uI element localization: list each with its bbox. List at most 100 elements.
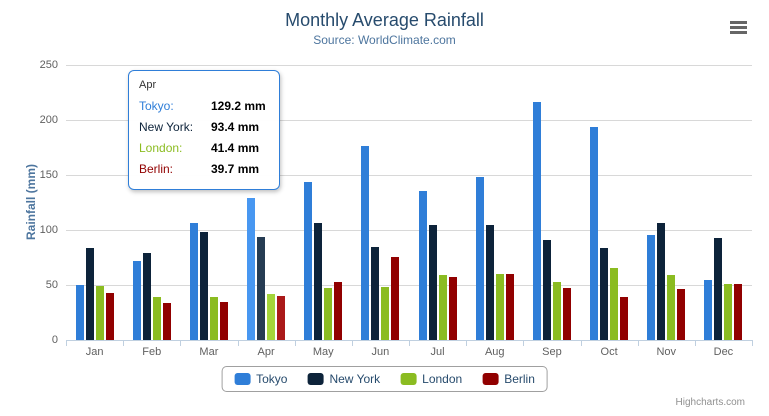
bar-london-jun[interactable]	[381, 286, 390, 340]
x-axis-label: Feb	[142, 346, 162, 358]
bar-london-mar[interactable]	[209, 296, 218, 340]
x-axis-label: Sep	[542, 346, 562, 358]
bar-london-nov[interactable]	[667, 274, 676, 340]
bar-berlin-sep[interactable]	[562, 287, 571, 340]
bar-tokyo-mar[interactable]	[189, 222, 198, 340]
bar-new-york-aug[interactable]	[485, 225, 494, 340]
tooltip-value: 129.2 mm	[211, 99, 266, 113]
bar-tokyo-oct[interactable]	[590, 126, 599, 340]
bar-new-york-may[interactable]	[314, 223, 323, 340]
bar-tokyo-may[interactable]	[304, 181, 313, 340]
bar-berlin-apr[interactable]	[277, 296, 286, 340]
bar-new-york-apr[interactable]	[257, 237, 266, 340]
x-axis-label: Apr	[257, 346, 275, 358]
x-axis-label: Nov	[656, 346, 677, 358]
bar-berlin-aug[interactable]	[505, 273, 514, 340]
bar-tokyo-feb[interactable]	[132, 261, 141, 340]
legend: Tokyo New York London Berlin	[221, 366, 548, 392]
category-group-feb	[123, 65, 180, 340]
bar-new-york-feb[interactable]	[142, 253, 151, 340]
legend-item-london[interactable]: London	[400, 372, 462, 386]
tooltip-series-label: Berlin:	[139, 162, 174, 176]
bar-berlin-may[interactable]	[334, 282, 343, 340]
bar-london-aug[interactable]	[495, 274, 504, 340]
bar-berlin-mar[interactable]	[219, 302, 228, 340]
bar-london-sep[interactable]	[552, 282, 561, 340]
bar-new-york-jun[interactable]	[371, 247, 380, 340]
x-axis-label: Oct	[600, 346, 618, 358]
y-axis-label: 50	[45, 279, 58, 291]
grid-line	[66, 65, 752, 66]
bar-tokyo-jan[interactable]	[75, 285, 84, 340]
x-axis-tick	[637, 341, 639, 346]
category-group-jan	[66, 65, 123, 340]
bar-berlin-jul[interactable]	[448, 276, 457, 340]
bar-london-jan[interactable]	[95, 286, 104, 340]
category-group-oct	[581, 65, 638, 340]
y-axis-label: 0	[51, 334, 58, 346]
grid-line	[66, 120, 752, 121]
grid-line	[66, 175, 752, 176]
x-axis-tick	[123, 341, 125, 346]
bar-berlin-jan[interactable]	[105, 293, 114, 340]
bar-new-york-jan[interactable]	[85, 248, 94, 340]
bar-tokyo-jun[interactable]	[361, 146, 370, 340]
category-group-jul	[409, 65, 466, 340]
y-axis-label: 200	[39, 114, 58, 126]
x-axis-tick	[694, 341, 696, 346]
category-group-may	[295, 65, 352, 340]
x-axis-tick	[466, 341, 468, 346]
category-group-aug	[466, 65, 523, 340]
x-axis-tick	[523, 341, 525, 346]
bar-tokyo-apr[interactable]	[247, 197, 256, 340]
legend-item-new-york[interactable]: New York	[307, 372, 380, 386]
legend-item-tokyo[interactable]: Tokyo	[234, 372, 287, 386]
x-axis-label: Jun	[371, 346, 390, 358]
bar-tokyo-nov[interactable]	[647, 234, 656, 340]
bar-london-jul[interactable]	[438, 275, 447, 340]
legend-swatch	[234, 373, 251, 385]
bar-berlin-nov[interactable]	[677, 288, 686, 340]
tooltip-value: 93.4 mm	[211, 120, 260, 134]
legend-item-berlin[interactable]: Berlin	[482, 372, 535, 386]
x-axis-tick	[580, 341, 582, 346]
x-axis-label: Mar	[199, 346, 219, 358]
bar-berlin-oct[interactable]	[620, 297, 629, 340]
bar-london-may[interactable]	[324, 288, 333, 340]
bar-new-york-sep[interactable]	[542, 239, 551, 340]
bar-new-york-mar[interactable]	[199, 231, 208, 340]
x-axis-tick	[237, 341, 239, 346]
burger-bar	[730, 31, 747, 34]
grid-line	[66, 285, 752, 286]
tooltip-row: London: 41.4 mm	[139, 138, 269, 159]
bar-berlin-dec[interactable]	[734, 283, 743, 340]
plot-area	[66, 65, 752, 340]
x-axis-tick	[66, 341, 67, 346]
bar-berlin-jun[interactable]	[391, 256, 400, 340]
bar-tokyo-sep[interactable]	[532, 101, 541, 340]
bar-new-york-nov[interactable]	[657, 222, 666, 340]
bar-berlin-feb[interactable]	[162, 303, 171, 340]
burger-bar	[730, 26, 747, 29]
bar-london-oct[interactable]	[610, 268, 619, 340]
bar-new-york-oct[interactable]	[600, 248, 609, 340]
x-axis-tick	[351, 341, 353, 346]
bar-new-york-jul[interactable]	[428, 224, 437, 340]
burger-bar	[730, 21, 747, 24]
legend-label: Tokyo	[256, 372, 288, 386]
bar-london-feb[interactable]	[152, 297, 161, 340]
tooltip-series-label: London:	[139, 141, 183, 155]
export-menu-icon[interactable]	[730, 21, 748, 36]
legend-swatch	[307, 373, 324, 385]
credits-link[interactable]: Highcharts.com	[675, 397, 745, 408]
bar-london-dec[interactable]	[724, 283, 733, 340]
bar-london-apr[interactable]	[267, 294, 276, 340]
bar-tokyo-dec[interactable]	[704, 280, 713, 340]
bar-tokyo-aug[interactable]	[475, 176, 484, 340]
legend-label: Berlin	[504, 372, 535, 386]
bar-tokyo-jul[interactable]	[418, 190, 427, 340]
tooltip-value: 41.4 mm	[211, 141, 260, 155]
category-group-jun	[352, 65, 409, 340]
bar-new-york-dec[interactable]	[714, 238, 723, 340]
grid-line	[66, 230, 752, 231]
